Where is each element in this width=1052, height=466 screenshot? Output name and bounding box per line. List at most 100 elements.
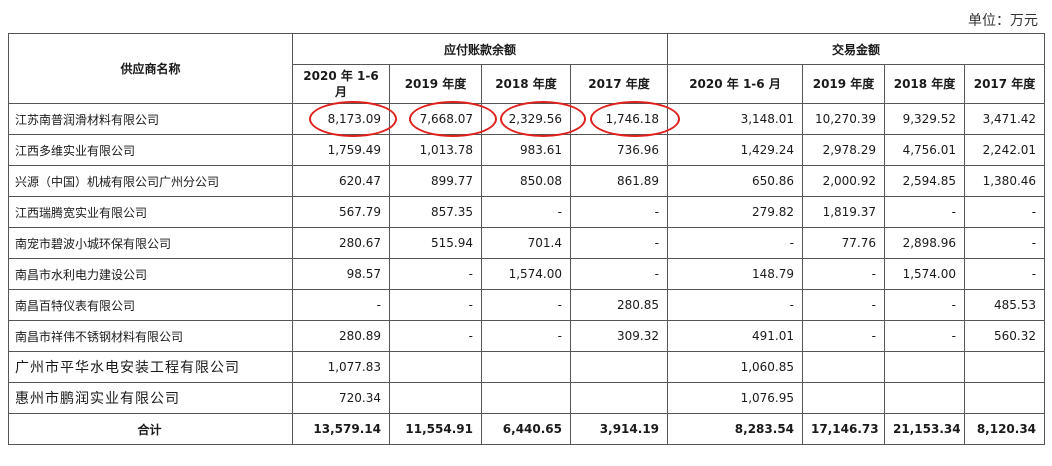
transaction-value-cell: 3,471.42 [964,103,1046,135]
table-row: 南昌百特仪表有限公司 - - -280.85- - -485.53 [8,289,1046,321]
transaction-value-cell: - [802,320,886,352]
supplier-name-cell: 江西瑞腾宽实业有限公司 [8,196,293,228]
table-row: 江苏南普润滑材料有限公司 8,173.09 7,668.07 2,329.56 1,74… [8,103,1046,135]
transaction-value-cell: 2,000.92 [802,165,886,197]
payable-value-cell: - [481,289,571,321]
transaction-value-cell: 560.32 [964,320,1046,352]
payable-value-cell [481,351,571,383]
payable-value-cell: - [569,258,669,290]
period-header: 2020 年 1-6 月 [292,64,390,104]
header-row-periods: 2020 年 1-6 月 2019 年度 2018 年度 2017 年度 202… [9,64,1046,104]
period-header: 2017 年度 [964,64,1046,104]
payable-value-cell: 280.67 [292,227,390,259]
total-payable-cell: 3,914.19 [569,413,669,445]
total-label: 合计 [8,413,293,445]
payable-value-cell: 1,013.78 [389,134,482,166]
transaction-value-cell: - [884,289,966,321]
payable-value-cell: 720.34 [292,382,390,414]
transaction-amount-header: 交易金额 [667,33,1046,65]
total-transaction-cell: 17,146.73 [802,413,886,445]
supplier-name-cell: 兴源（中国）机械有限公司广州分公司 [8,165,293,197]
payable-value-cell: 1,574.00 [481,258,571,290]
transaction-value-cell: 3,148.01 [667,103,804,135]
total-transaction-cell: 21,153.34 [884,413,966,445]
transaction-value-cell: 650.86 [667,165,804,197]
payable-value-cell [389,351,482,383]
transaction-value-cell: 2,242.01 [964,134,1046,166]
transaction-value-cell [964,351,1046,383]
payable-value-cell: 280.85 [569,289,669,321]
payable-value-cell: 7,668.07 [389,103,482,135]
payable-value-cell: 280.89 [292,320,390,352]
payable-value-cell: - [389,289,482,321]
total-payable-cell: 6,440.65 [481,413,571,445]
table-row: 兴源（中国）机械有限公司广州分公司 620.47 899.77 850.08 861.8… [8,165,1046,197]
payable-value-cell: 1,746.18 [569,103,669,135]
transaction-value-cell: - [964,227,1046,259]
payable-value-cell: 850.08 [481,165,571,197]
transaction-value-cell [884,351,966,383]
payable-value-cell: - [569,227,669,259]
table-row: 惠州市鹏润实业有限公司 720.34 1,076.95 [8,382,1046,414]
transaction-value-cell: 1,060.85 [667,351,804,383]
payable-value-cell [569,382,669,414]
supplier-name-cell: 惠州市鹏润实业有限公司 [8,382,293,414]
payable-value-cell [389,382,482,414]
transaction-value-cell: 1,819.37 [802,196,886,228]
transaction-value-cell: 10,270.39 [802,103,886,135]
payable-value-cell: - [389,320,482,352]
supplier-payable-table: 供应商名称 应付账款余额 交易金额 2020 年 1-6 月 2019 年度 2… [8,33,1046,445]
transaction-value-cell: 77.76 [802,227,886,259]
supplier-name-cell: 南宠市碧波小城环保有限公司 [8,227,293,259]
transaction-value-cell: - [802,289,886,321]
payable-value-cell: 2,329.56 [481,103,571,135]
payable-value-cell: - [569,196,669,228]
period-header: 2018 年度 [481,64,571,104]
period-header: 2018 年度 [884,64,966,104]
payable-value-cell: 1,759.49 [292,134,390,166]
payable-value-cell [569,351,669,383]
table-row: 广州市平华水电安装工程有限公司 1,077.83 1,060.85 [8,351,1046,383]
table-row: 南昌市祥伟不锈钢材料有限公司 280.89- -309.32 491.01- -560.… [8,320,1046,352]
period-header: 2019 年度 [802,64,886,104]
payable-value-cell: 98.57 [292,258,390,290]
transaction-value-cell: 485.53 [964,289,1046,321]
payable-value-cell: 701.4 [481,227,571,259]
transaction-value-cell: 9,329.52 [884,103,966,135]
supplier-name-cell: 南昌百特仪表有限公司 [8,289,293,321]
supplier-name-cell: 江苏南普润滑材料有限公司 [8,103,293,135]
transaction-value-cell: 1,574.00 [884,258,966,290]
transaction-value-cell [884,382,966,414]
payable-value-cell: 983.61 [481,134,571,166]
transaction-value-cell: - [802,258,886,290]
payable-value-cell: - [481,196,571,228]
period-header: 2017 年度 [569,64,669,104]
period-header: 2019 年度 [389,64,482,104]
transaction-value-cell: 2,978.29 [802,134,886,166]
supplier-name-cell: 南昌市祥伟不锈钢材料有限公司 [8,320,293,352]
transaction-value-cell [964,382,1046,414]
supplier-name-cell: 广州市平华水电安装工程有限公司 [8,351,293,383]
transaction-value-cell: - [667,227,804,259]
transaction-value-cell: 1,380.46 [964,165,1046,197]
payable-balance-header: 应付账款余额 [291,33,669,65]
payable-value-cell: 515.94 [389,227,482,259]
table-row: 江西瑞腾宽实业有限公司 567.79 857.35- -279.82 1,819.37-… [8,196,1046,228]
payable-value-cell: 736.96 [569,134,669,166]
transaction-value-cell [802,351,886,383]
transaction-value-cell: 279.82 [667,196,804,228]
period-header: 2020 年 1-6 月 [667,64,804,104]
header-row-groups: 供应商名称 应付账款余额 交易金额 [8,33,1046,104]
table-row: 南昌市水利电力建设公司 98.57-1,574.00-148.79-1,574.0… [8,258,1046,290]
table-row: 南宠市碧波小城环保有限公司 280.67 515.94 701.4- -77.76 2,8… [8,227,1046,259]
table-row: 江西多维实业有限公司 1,759.49 1,013.78 983.61 736.96 1,… [8,134,1046,166]
transaction-value-cell: - [884,320,966,352]
supplier-name-header: 供应商名称 [8,33,293,104]
payable-value-cell: - [292,289,390,321]
total-transaction-cell: 8,120.34 [964,413,1046,445]
transaction-value-cell: 2,898.96 [884,227,966,259]
supplier-name-cell: 南昌市水利电力建设公司 [8,258,293,290]
transaction-value-cell: 1,076.95 [667,382,804,414]
transaction-value-cell: 4,756.01 [884,134,966,166]
payable-value-cell: 567.79 [292,196,390,228]
